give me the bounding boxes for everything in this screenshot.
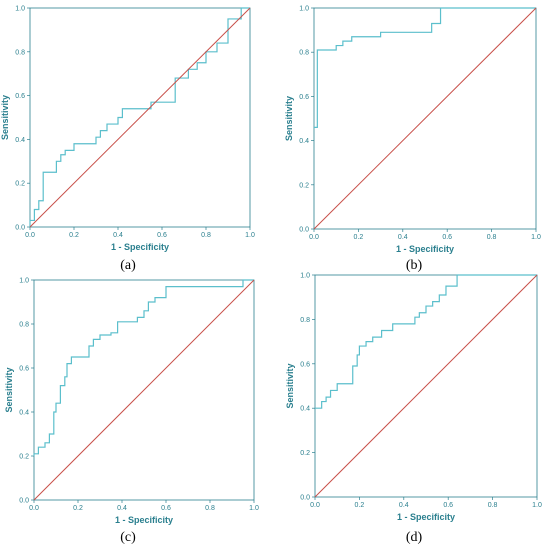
y-tick-label: 0.6 (299, 94, 309, 101)
x-tick-label: 0.2 (69, 232, 79, 239)
caption-c: (c) (120, 530, 136, 545)
reference-line (314, 274, 538, 498)
x-tick-label: 1.0 (532, 502, 542, 509)
y-tick-label: 0.0 (299, 227, 309, 234)
y-tick-label: 0.0 (300, 495, 310, 502)
caption-b: (b) (405, 258, 423, 273)
x-tick-label: 0.2 (73, 505, 83, 512)
x-tick-label: 0.8 (488, 502, 498, 509)
plot-frame (29, 7, 251, 228)
x-tick-label: 0.4 (117, 505, 127, 512)
y-tick-label: 0.4 (15, 137, 25, 144)
x-tick-label: 0.8 (205, 505, 215, 512)
y-tick-label: 0.8 (300, 317, 310, 324)
x-tick-label: 0.4 (399, 502, 409, 509)
x-tick-label: 0.0 (309, 234, 319, 241)
roc-curve (314, 7, 536, 128)
y-tick-label: 0.4 (19, 410, 29, 417)
reference-line (29, 7, 251, 228)
y-tick-label: 0.4 (299, 138, 309, 145)
y-tick-label: 1.0 (300, 273, 310, 280)
x-tick-label: 1.0 (245, 232, 255, 239)
x-tick-label: 0.6 (443, 502, 453, 509)
x-tick-label: 0.8 (201, 232, 211, 239)
y-tick-label: 0.2 (19, 454, 29, 461)
x-tick-label: 0.4 (113, 232, 123, 239)
roc-chart-b: 0.0 0.2 0.4 0.6 0.8 1.0 0.0 0.2 0.4 0.6 0.8 1.0 1 - … (284, 6, 541, 255)
x-axis-title: 1 - Specificity (111, 242, 169, 252)
x-tick-label: 0.0 (310, 502, 320, 509)
roc-chart-c: 0.0 0.2 0.4 0.6 0.8 1.0 0.0 0.2 0.4 0.6 0.8 1.0 1 - … (4, 278, 259, 526)
y-axis-title: Sensitivity (285, 363, 295, 408)
x-axis-title: 1 - Specificity (397, 512, 455, 522)
y-tick-label: 1.0 (15, 6, 25, 13)
y-tick-label: 0.2 (300, 450, 310, 457)
y-tick-label: 0.0 (15, 225, 25, 232)
y-tick-label: 0.8 (19, 322, 29, 329)
y-tick-label: 0.2 (299, 182, 309, 189)
x-tick-label: 1.0 (531, 234, 541, 241)
x-tick-label: 0.6 (442, 234, 452, 241)
reference-line (33, 279, 255, 501)
x-tick-label: 0.6 (161, 505, 171, 512)
x-tick-label: 0.2 (354, 234, 364, 241)
roc-curve (315, 274, 537, 409)
y-tick-label: 1.0 (19, 278, 29, 285)
y-tick-label: 1.0 (299, 6, 309, 13)
x-tick-label: 0.8 (487, 234, 497, 241)
x-axis-title: 1 - Specificity (115, 515, 173, 525)
plot-frame (314, 274, 538, 498)
y-tick-label: 0.0 (19, 498, 29, 505)
plot-frame (33, 279, 255, 501)
x-axis-title: 1 - Specificity (396, 244, 454, 254)
plot-frame (313, 7, 537, 230)
x-tick-label: 0.4 (398, 234, 408, 241)
reference-line (313, 7, 537, 230)
y-tick-label: 0.6 (15, 93, 25, 100)
y-axis-title: Sensitivity (0, 95, 10, 140)
y-tick-label: 0.6 (19, 366, 29, 373)
x-tick-label: 0.6 (157, 232, 167, 239)
roc-chart-a: 0.0 0.2 0.4 0.6 0.8 1.0 0.0 0.2 0.4 0.6 0.8 1.0 1 - … (0, 6, 255, 253)
x-tick-label: 0.0 (29, 505, 39, 512)
caption-d: (d) (405, 530, 423, 545)
y-axis-title: Sensitivity (4, 367, 14, 412)
y-axis-title: Sensitivity (284, 96, 294, 141)
x-tick-label: 1.0 (249, 505, 259, 512)
y-tick-label: 0.6 (300, 361, 310, 368)
roc-curve (33, 279, 254, 456)
y-tick-label: 0.4 (300, 406, 310, 413)
y-tick-label: 0.8 (15, 49, 25, 56)
x-tick-label: 0.0 (25, 232, 35, 239)
y-tick-label: 0.2 (15, 181, 25, 188)
x-tick-label: 0.2 (355, 502, 365, 509)
roc-chart-d: 0.0 0.2 0.4 0.6 0.8 1.0 0.0 0.2 0.4 0.6 0.8 1.0 1 - … (285, 273, 542, 523)
y-tick-label: 0.8 (299, 50, 309, 57)
caption-a: (a) (120, 258, 136, 273)
